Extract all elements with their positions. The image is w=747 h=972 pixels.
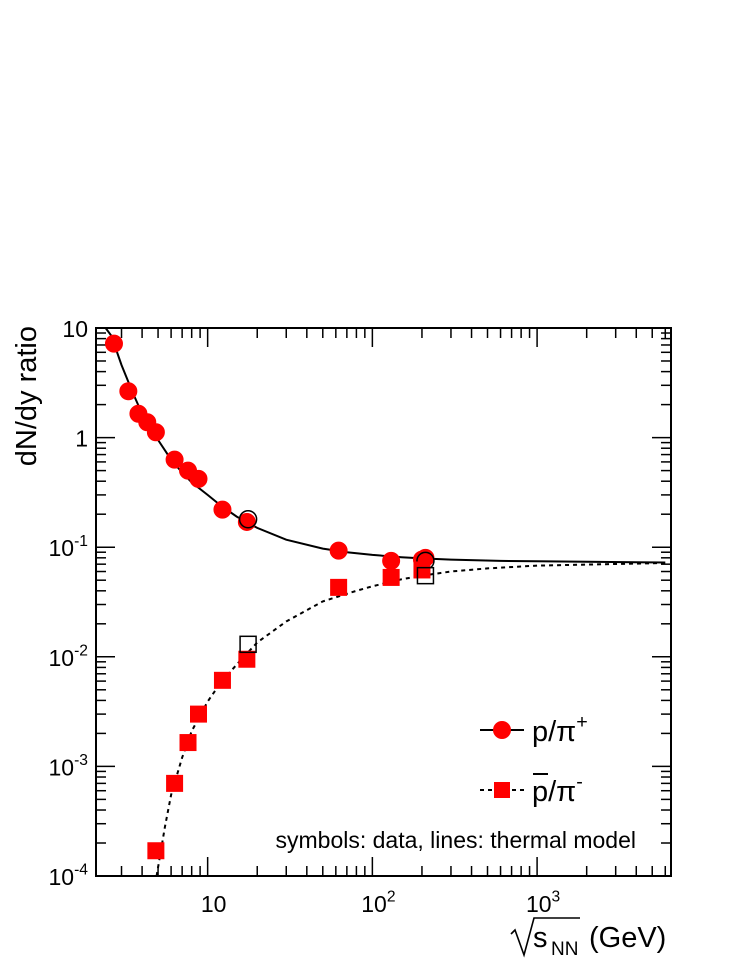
pbar-pi-data-point <box>179 734 197 752</box>
p-pi-data-point <box>165 450 184 469</box>
p-pi-model-curve <box>104 327 666 564</box>
y-tick-label: 10-4 <box>49 862 89 890</box>
legend-circle-marker <box>493 721 511 739</box>
y-tick-label: 1 <box>75 426 88 452</box>
p-pi-data-point <box>104 334 123 353</box>
x-tick-label: 102 <box>361 889 395 917</box>
pbar-pi-data-point <box>166 774 184 792</box>
y-tick-label: 10-2 <box>49 642 89 670</box>
pbar-pi-data-point <box>413 561 431 579</box>
pbar-pi-data-point <box>213 671 231 689</box>
p-pi-data-point <box>329 541 348 560</box>
p-pi-data-point <box>146 423 165 442</box>
p-pi-data-point <box>189 469 208 488</box>
data-markers-layer <box>104 334 435 860</box>
x-tick-label: 103 <box>526 889 560 917</box>
pbar-pi-data-point <box>147 842 165 860</box>
plot-frame <box>95 327 672 877</box>
plot-frame-layer <box>95 327 672 877</box>
p-pi-data-point <box>119 382 138 401</box>
pbar-pi-open-point <box>416 566 435 585</box>
legend-label: p/π- <box>532 771 583 808</box>
x-axis-label-s: s <box>533 922 548 954</box>
annotation-text: symbols: data, lines: thermal model <box>276 827 637 853</box>
pbar-pi-data-point <box>190 705 208 723</box>
p-pi-open-point <box>238 509 258 529</box>
pbar-pi-data-point <box>238 650 256 668</box>
x-axis-label: s NN (GeV) <box>510 917 666 960</box>
y-tick-label: 10-1 <box>49 533 89 561</box>
x-axis-label-subscript: NN <box>551 939 578 960</box>
x-tick-label: 10 <box>201 891 227 917</box>
legend: p/π+ p/π- <box>480 711 588 808</box>
p-pi-data-point <box>382 551 401 570</box>
legend-label: p/π+ <box>532 711 588 748</box>
y-axis-label: dN/dy ratio <box>11 326 43 466</box>
y-tick-label: 10 <box>62 316 88 342</box>
pbar-pi-data-point <box>382 568 400 586</box>
pbar-pi-data-point <box>330 578 348 596</box>
p-pi-data-point <box>213 500 232 519</box>
x-axis-label-unit: (GeV) <box>589 922 666 954</box>
text-layer: dN/dy ratio symbols: data, lines: therma… <box>11 316 636 917</box>
y-tick-label: 10-3 <box>49 752 89 780</box>
pbar-pi-model-curve <box>155 562 666 877</box>
model-curves-layer <box>104 327 666 877</box>
pbar-pi-open-point <box>239 635 257 654</box>
sqrt-symbol <box>510 917 580 958</box>
legend-square-marker <box>494 782 510 798</box>
